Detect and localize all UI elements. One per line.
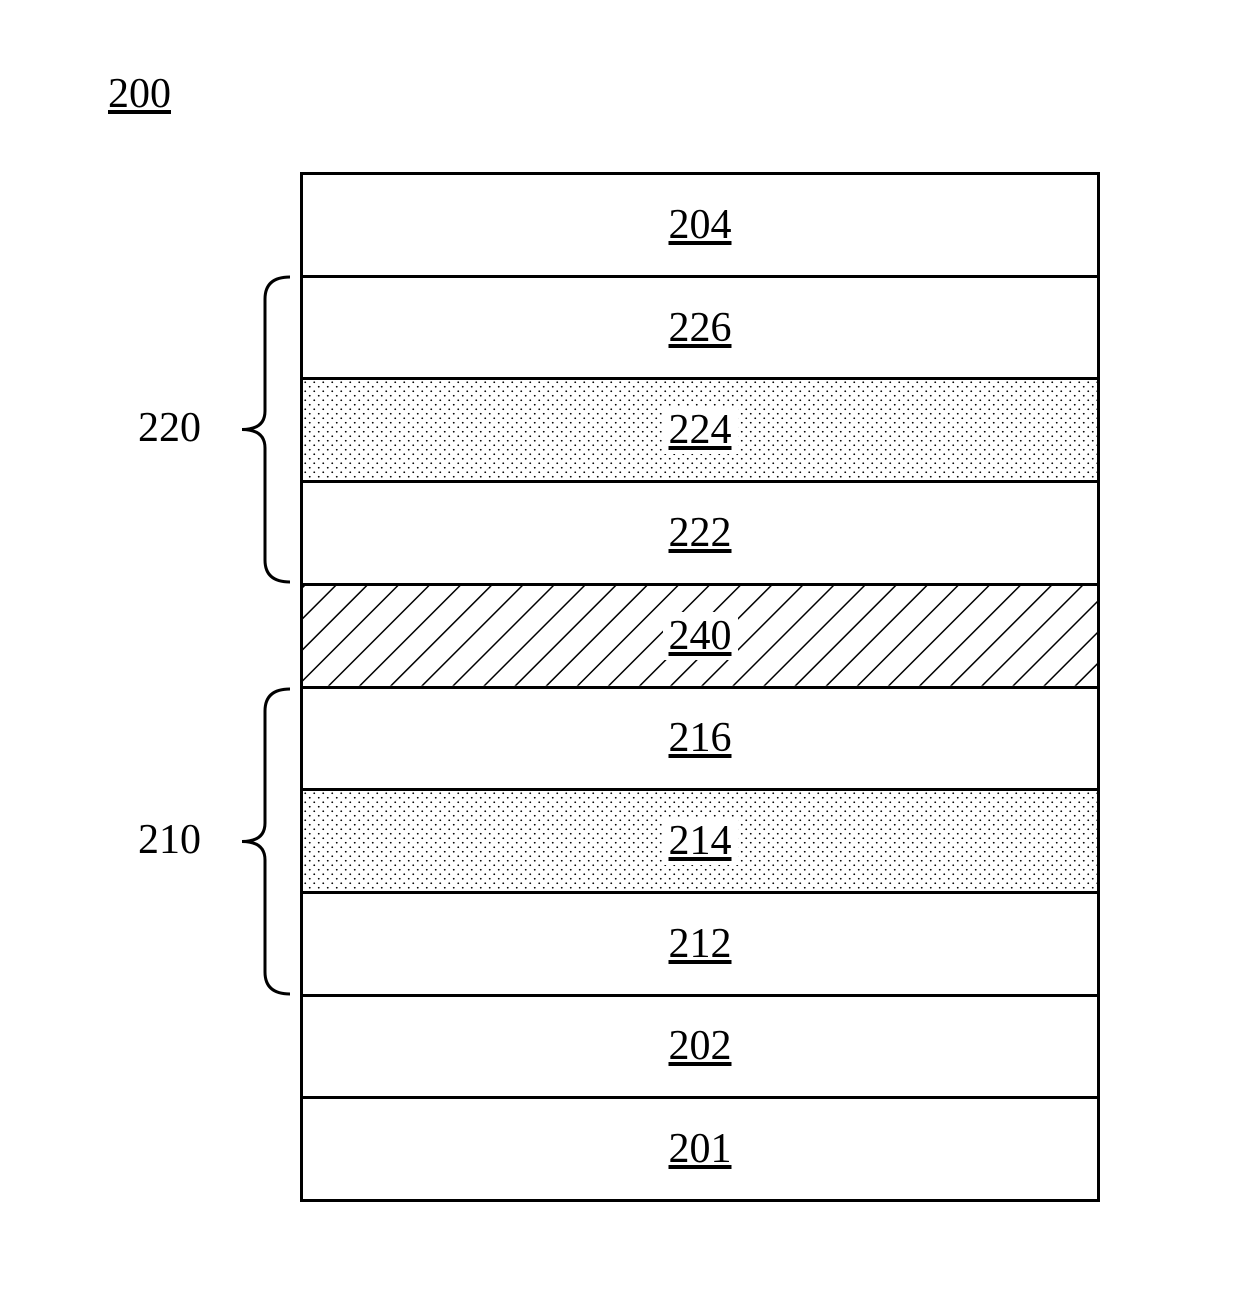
layer-204: 204 <box>303 175 1097 275</box>
layer-stack: 204 226 224 222 240 216 214 212 202 201 <box>300 172 1100 1202</box>
layer-label-224: 224 <box>663 406 738 454</box>
figure-number: 200 <box>108 70 171 118</box>
layer-202: 202 <box>303 994 1097 1097</box>
layer-212: 212 <box>303 891 1097 994</box>
layer-222: 222 <box>303 480 1097 583</box>
layer-label-202: 202 <box>663 1022 738 1070</box>
layer-label-222: 222 <box>663 509 738 557</box>
layer-label-214: 214 <box>663 817 738 865</box>
layer-label-226: 226 <box>663 304 738 352</box>
layer-240: 240 <box>303 583 1097 686</box>
layer-226: 226 <box>303 275 1097 378</box>
layer-label-212: 212 <box>663 920 738 968</box>
brace-220 <box>240 275 290 584</box>
layer-224: 224 <box>303 377 1097 480</box>
layer-216: 216 <box>303 686 1097 789</box>
brace-label-210: 210 <box>138 816 201 864</box>
brace-210 <box>240 687 290 996</box>
layer-label-240: 240 <box>663 612 738 660</box>
layer-201: 201 <box>303 1096 1097 1199</box>
brace-label-220: 220 <box>138 404 201 452</box>
layer-label-216: 216 <box>663 714 738 762</box>
layer-label-201: 201 <box>663 1125 738 1173</box>
layer-label-204: 204 <box>663 201 738 249</box>
layer-214: 214 <box>303 788 1097 891</box>
